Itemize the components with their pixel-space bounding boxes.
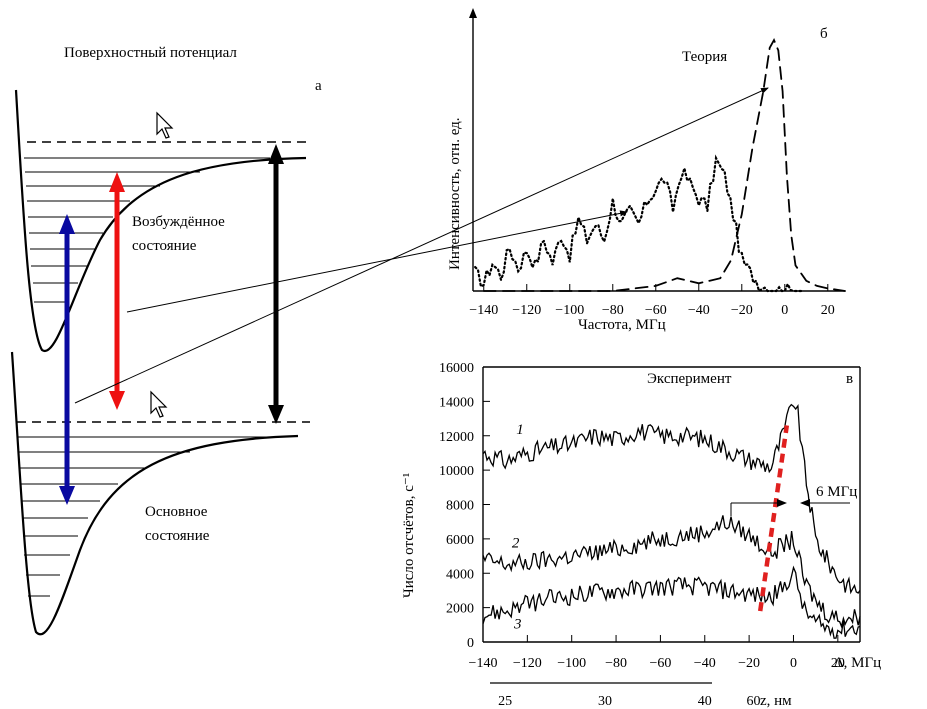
excited-state-label-1: Возбуждённое	[132, 214, 225, 230]
chart-experiment-x-tick-label: −60	[649, 656, 671, 671]
cursor-arrow-icon	[156, 111, 174, 139]
chart-theory-x-tick-label: −140	[469, 303, 498, 318]
chart-theory-x-tick-label: −80	[602, 303, 624, 318]
chart-experiment-y-tick-label: 6000	[446, 533, 474, 548]
chart-theory-x-tick-label: 0	[781, 303, 788, 318]
z-axis-label: z, нм	[760, 693, 792, 709]
chart-theory-x-tick-label: −20	[731, 303, 753, 318]
chart-experiment-y-tick-label: 10000	[439, 464, 474, 479]
chart-experiment-y-tick-label: 16000	[439, 361, 474, 376]
chart-experiment-y-tick-label: 0	[467, 636, 474, 651]
chart-experiment-y-tick-label: 2000	[446, 602, 474, 617]
z-axis-tick-label: 25	[498, 694, 512, 709]
chart-theory-x-tick-label: −120	[512, 303, 541, 318]
chart-theory: б Теория Интенсивность, отн. ед. Частота…	[447, 8, 846, 333]
chart-experiment-y-tick-label: 12000	[439, 430, 474, 445]
chart-experiment-series-1	[482, 403, 861, 595]
chart-experiment-x-tick-label: −20	[738, 656, 760, 671]
connector-arrow-dotted	[126, 210, 628, 313]
chart-experiment-x-tick-label: −80	[605, 656, 627, 671]
width-annotation: 6 МГц	[816, 484, 857, 500]
cursor-arrow-icon	[150, 390, 168, 418]
chart-theory-x-tick-label: −60	[645, 303, 667, 318]
chart-theory-x-tick-label: −40	[688, 303, 710, 318]
ground-state-label-2: состояние	[145, 528, 210, 544]
chart-experiment-letter: в	[846, 371, 853, 387]
panel-a-title: Поверхностный потенциал	[64, 45, 237, 61]
chart-experiment-ylabel: Число отсчётов, с⁻¹	[401, 473, 417, 598]
chart-experiment-y-tick-label: 4000	[446, 567, 474, 582]
red-transition-arrow	[109, 172, 125, 410]
excited-potential-curve	[14, 89, 307, 353]
chart-theory-series-dashed	[482, 38, 846, 292]
chart-experiment-annotation: Эксперимент	[647, 371, 732, 387]
width-arrow-left-head	[777, 499, 787, 507]
chart-experiment-series-label: 2	[512, 535, 520, 551]
chart-theory-ylabel: Интенсивность, отн. ед.	[447, 117, 463, 270]
chart-theory-x-tick-label: −100	[555, 303, 584, 318]
chart-theory-xlabel: Частота, МГц	[578, 317, 666, 333]
z-axis-tick-label: 60	[747, 694, 761, 709]
chart-experiment-y-tick-label: 8000	[446, 499, 474, 514]
chart-experiment-y-tick-label: 14000	[439, 395, 474, 410]
z-axis-tick-label: 40	[698, 694, 712, 709]
chart-experiment-x-tick-label: −100	[557, 656, 586, 671]
chart-theory-x-tick-label: 20	[821, 303, 835, 318]
connector-arrow-dashed	[74, 87, 769, 404]
chart-experiment-series-label: 1	[516, 422, 524, 438]
ground-vibrational-levels	[17, 436, 272, 597]
chart-experiment-series-3	[482, 565, 861, 639]
blue-transition-arrow	[59, 214, 75, 505]
chart-theory-y-axis-arrowhead	[469, 8, 477, 18]
chart-experiment-x-tick-label: −40	[694, 656, 716, 671]
red-dashed-guide-line	[757, 425, 790, 612]
chart-experiment-x-tick-label: −120	[513, 656, 542, 671]
chart-experiment-x-tick-label: 0	[790, 656, 797, 671]
z-axis-tick-label: 30	[598, 694, 612, 709]
ground-potential-curve	[10, 351, 299, 636]
chart-experiment-series-2	[482, 515, 861, 629]
chart-theory-annotation: Теория	[682, 49, 727, 65]
chart-theory-letter: б	[820, 26, 828, 42]
panel-a: Поверхностный потенциал а Возбуждённое с…	[10, 45, 769, 636]
excited-vibrational-levels	[24, 157, 270, 303]
chart-experiment-series-label: 3	[513, 616, 522, 632]
chart-experiment-xlabel: Δ, МГц	[834, 655, 881, 671]
chart-experiment-x-tick-label: 20	[831, 656, 845, 671]
width-arrow-right-head	[800, 499, 810, 507]
chart-experiment-x-tick-label: −140	[469, 656, 498, 671]
chart-theory-series-dotted	[474, 154, 804, 293]
black-transition-arrow	[268, 144, 284, 424]
excited-state-label-2: состояние	[132, 238, 197, 254]
chart-experiment: в Эксперимент Число отсчётов, с⁻¹ Δ, МГц…	[401, 361, 881, 709]
panel-a-letter: а	[315, 78, 322, 94]
ground-state-label-1: Основное	[145, 504, 208, 520]
